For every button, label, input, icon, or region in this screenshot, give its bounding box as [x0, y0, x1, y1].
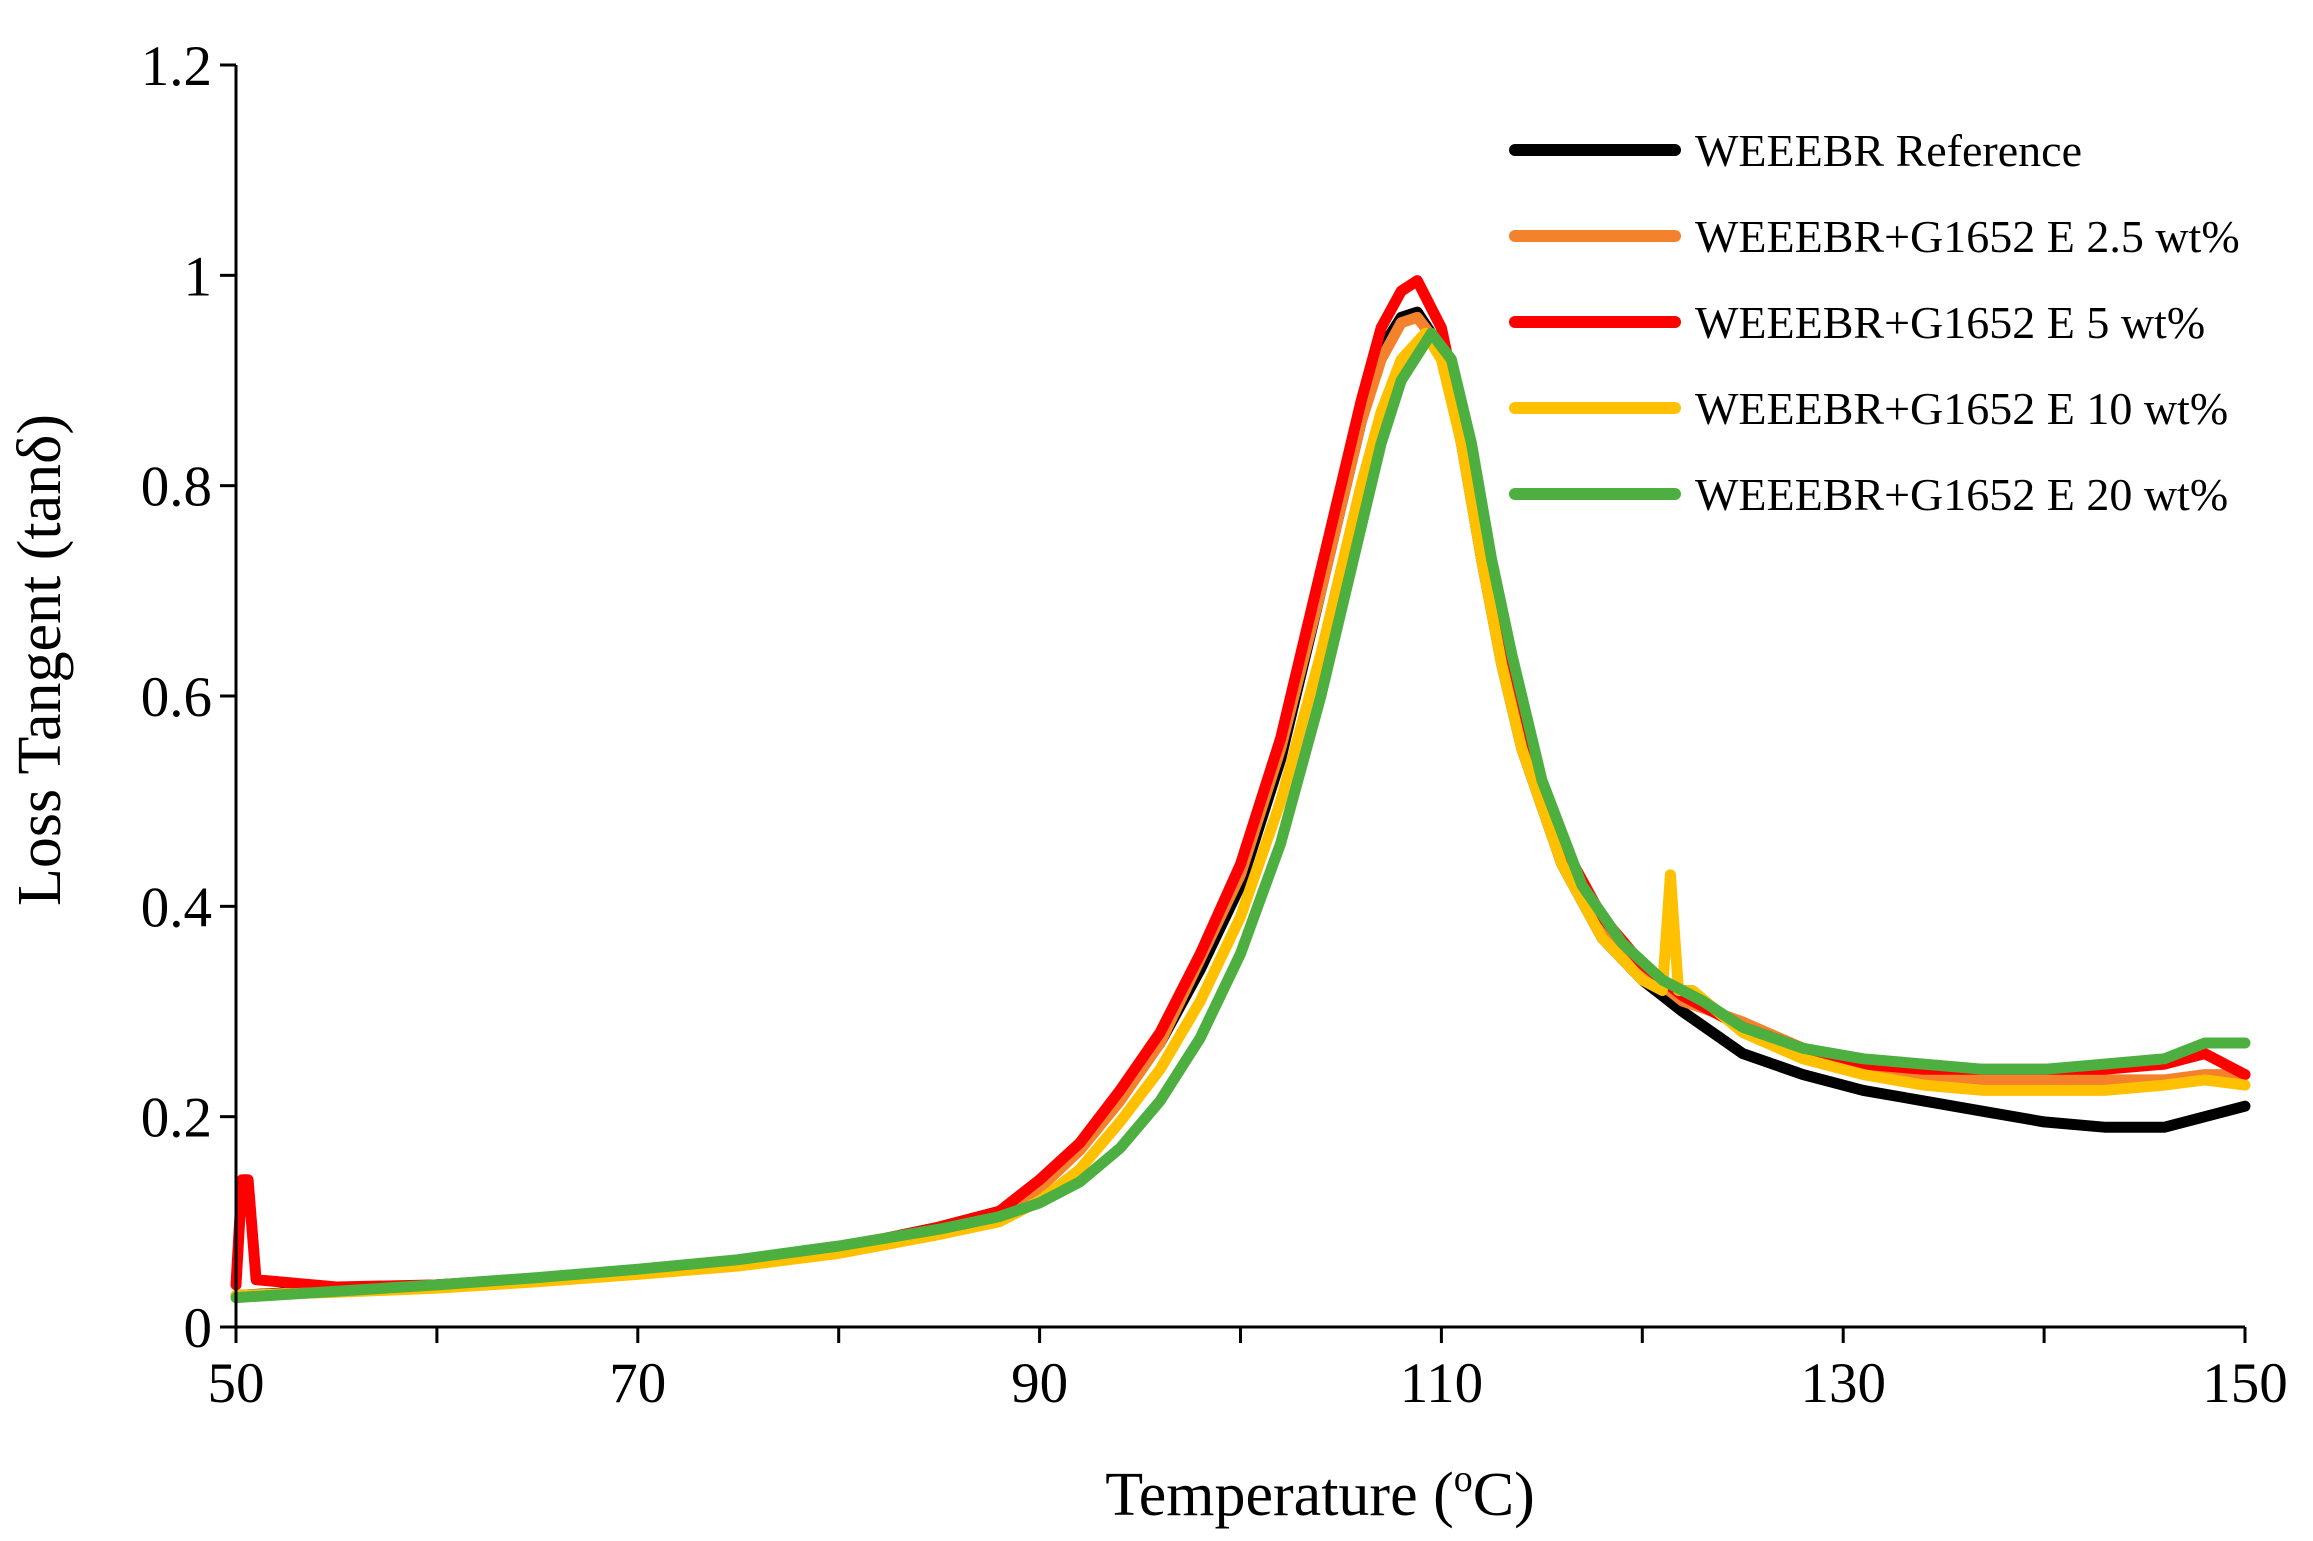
x-tick-label: 130	[1800, 1352, 1886, 1415]
y-axis-title: Loss Tangent (tanδ)	[6, 414, 74, 906]
x-tick-label: 70	[609, 1352, 666, 1415]
x-axis-title-end: C)	[1473, 1461, 1535, 1529]
series-line-weeebr-g1652-e-20-wt	[230, 327, 2251, 1304]
x-tick-label: 90	[1011, 1352, 1068, 1415]
series-layer	[230, 275, 2251, 1304]
x-tick-label: 150	[2202, 1352, 2288, 1415]
x-axis-title-main: Temperature (	[1105, 1461, 1454, 1529]
y-tick-label: 0.6	[141, 666, 212, 729]
x-axis-title-sup: o	[1454, 1458, 1473, 1500]
y-tick-label: 0	[184, 1297, 213, 1360]
y-tick-label: 1.2	[141, 35, 212, 98]
y-tick-label: 1	[184, 245, 213, 308]
y-tick-label: 0.8	[141, 456, 212, 519]
x-tick-label: 50	[208, 1352, 265, 1415]
y-tick-label: 0.4	[141, 876, 212, 939]
legend-label: WEEEBR+G1652 E 20 wt%	[1695, 469, 2228, 520]
y-tick-label: 0.2	[141, 1087, 212, 1150]
legend-label: WEEEBR Reference	[1695, 125, 2082, 176]
series-line-weeebr-reference	[230, 306, 2251, 1301]
legend: WEEEBR Reference WEEEBR+G1652 E 2.5 wt% WE…	[1509, 125, 2240, 520]
legend-label: WEEEBR+G1652 E 10 wt%	[1695, 383, 2228, 434]
series-line-weeebr-g1652-e-2-5-wt	[230, 311, 2251, 1301]
axes-layer: 0 0.2 0.4 0.6 0.8 1 1.2 50 70 90 110 130 150	[141, 35, 2288, 1415]
legend-label: WEEEBR+G1652 E 2.5 wt%	[1695, 211, 2240, 262]
x-tick-label: 110	[1400, 1352, 1483, 1415]
legend-label: WEEEBR+G1652 E 5 wt%	[1695, 297, 2205, 348]
x-axis-title: Temperature (oC)	[1105, 1458, 1535, 1529]
